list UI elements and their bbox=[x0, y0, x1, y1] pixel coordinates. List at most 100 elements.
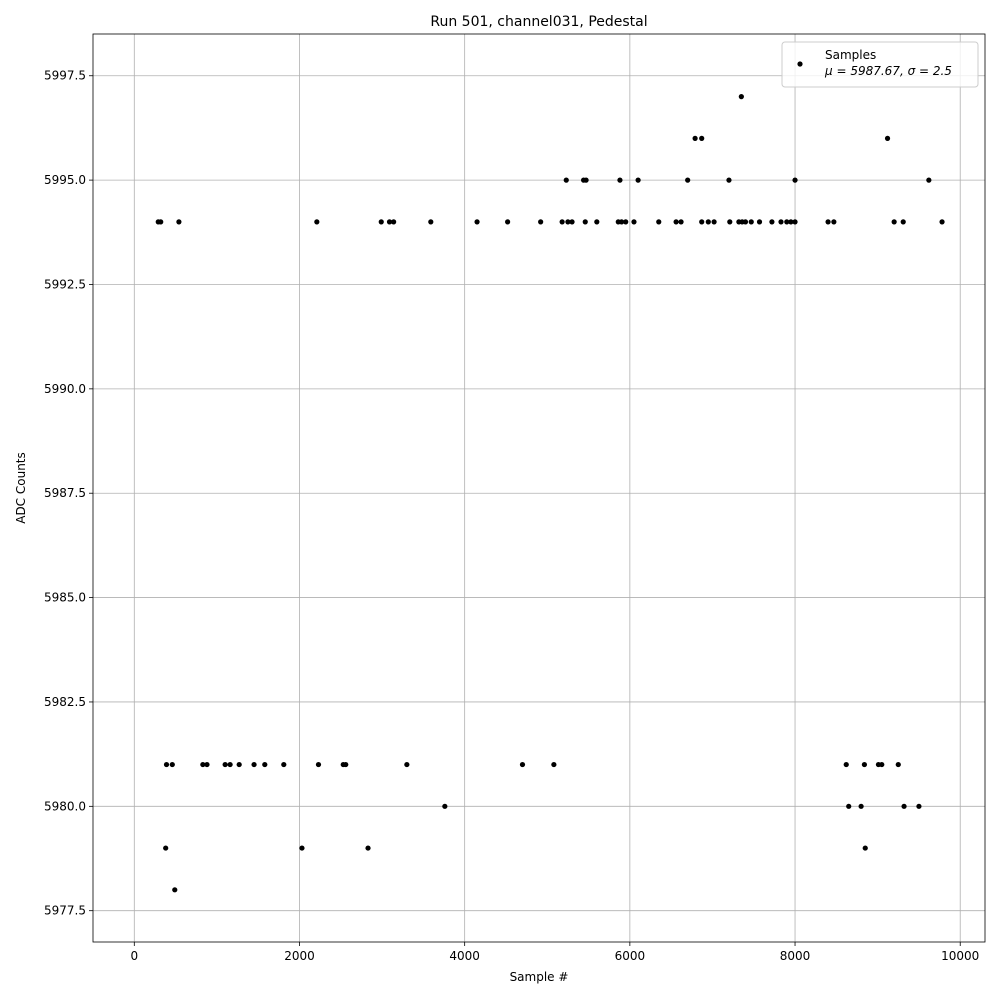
data-point bbox=[158, 219, 164, 225]
data-point bbox=[299, 845, 305, 851]
data-point bbox=[262, 761, 268, 768]
data-point bbox=[251, 761, 257, 768]
y-axis-label: ADC Counts bbox=[14, 452, 28, 524]
data-point bbox=[858, 803, 864, 809]
data-point bbox=[939, 219, 945, 225]
data-point bbox=[551, 761, 557, 768]
legend-box bbox=[781, 41, 979, 88]
data-point bbox=[365, 845, 371, 851]
data-point bbox=[788, 219, 794, 225]
x-tick-label: 2000 bbox=[284, 949, 315, 963]
data-point bbox=[594, 219, 600, 225]
data-point bbox=[378, 219, 384, 225]
y-tick-label: 5982.5 bbox=[44, 695, 86, 709]
data-point bbox=[623, 219, 629, 225]
data-point bbox=[569, 219, 575, 225]
data-point bbox=[281, 761, 287, 768]
x-tick-label: 10000 bbox=[941, 949, 979, 963]
data-point bbox=[583, 177, 589, 183]
data-point bbox=[474, 219, 480, 225]
data-point bbox=[315, 761, 322, 768]
x-tick-label: 6000 bbox=[615, 949, 646, 963]
data-point bbox=[831, 219, 837, 225]
data-point bbox=[769, 219, 775, 225]
data-point bbox=[505, 219, 511, 225]
y-tick-label: 5977.5 bbox=[44, 904, 86, 918]
y-tick-label: 5987.5 bbox=[44, 486, 86, 500]
legend-entry-stats: μ = 5987.67, σ = 2.5 bbox=[824, 64, 952, 78]
y-tick-label: 5997.5 bbox=[44, 69, 86, 83]
data-point bbox=[843, 761, 849, 768]
y-tick-label: 5980.0 bbox=[44, 799, 86, 813]
data-point bbox=[846, 803, 852, 809]
data-point bbox=[862, 845, 868, 851]
data-point bbox=[685, 177, 691, 183]
data-point bbox=[742, 219, 749, 225]
data-point bbox=[227, 761, 233, 768]
data-point bbox=[200, 761, 206, 768]
data-point bbox=[792, 219, 798, 225]
data-point bbox=[631, 219, 637, 225]
y-tick-label: 5985.0 bbox=[44, 591, 86, 605]
data-point bbox=[236, 761, 242, 768]
data-point bbox=[618, 219, 625, 225]
data-point bbox=[314, 219, 320, 225]
data-point bbox=[442, 803, 448, 809]
data-point bbox=[711, 219, 717, 225]
data-point bbox=[738, 94, 744, 100]
x-tick-label: 4000 bbox=[449, 949, 480, 963]
data-points bbox=[155, 94, 945, 893]
data-point bbox=[699, 219, 705, 225]
data-point bbox=[222, 761, 228, 768]
data-point bbox=[901, 803, 907, 809]
data-point bbox=[163, 761, 170, 768]
data-point bbox=[756, 219, 763, 225]
data-point bbox=[895, 761, 901, 768]
x-axis-ticks: 0 2000 4000 6000 8000 10000 bbox=[130, 942, 979, 963]
data-point bbox=[538, 219, 544, 225]
data-point bbox=[204, 761, 210, 768]
legend-marker bbox=[797, 61, 803, 67]
legend: Samples μ = 5987.67, σ = 2.5 bbox=[781, 41, 979, 88]
chart-title: Run 501, channel031, Pedestal bbox=[430, 14, 647, 30]
data-point bbox=[673, 219, 679, 225]
data-point bbox=[565, 219, 571, 225]
data-point bbox=[176, 219, 182, 225]
data-point bbox=[926, 177, 932, 183]
data-point bbox=[563, 177, 569, 183]
data-point bbox=[748, 219, 754, 225]
data-point bbox=[582, 219, 588, 225]
data-point bbox=[792, 177, 798, 183]
data-point bbox=[678, 219, 684, 225]
data-point bbox=[169, 761, 175, 768]
data-point bbox=[884, 135, 891, 141]
data-point bbox=[784, 219, 790, 225]
data-point bbox=[726, 177, 732, 183]
data-point bbox=[386, 219, 393, 225]
data-point bbox=[699, 135, 705, 141]
data-point bbox=[778, 219, 784, 225]
x-tick-label: 8000 bbox=[780, 949, 811, 963]
y-tick-label: 5995.0 bbox=[44, 173, 86, 187]
data-point bbox=[891, 219, 897, 225]
data-point bbox=[428, 219, 434, 225]
data-point bbox=[879, 761, 885, 768]
data-point bbox=[404, 761, 410, 768]
y-axis-ticks: 5977.5 5980.0 5982.5 5985.0 5987.5 5990.0 5992… bbox=[44, 69, 93, 918]
data-point bbox=[705, 219, 711, 225]
x-axis-label: Sample # bbox=[510, 970, 569, 984]
data-point bbox=[635, 177, 641, 183]
data-point bbox=[825, 219, 831, 225]
data-point bbox=[727, 219, 733, 225]
data-point bbox=[559, 219, 565, 225]
y-tick-label: 5990.0 bbox=[44, 382, 86, 396]
data-point bbox=[163, 845, 169, 851]
grid-lines bbox=[93, 34, 985, 942]
data-point bbox=[656, 219, 662, 225]
y-tick-label: 5992.5 bbox=[44, 277, 86, 291]
plot-area-frame bbox=[92, 33, 986, 943]
data-point bbox=[900, 219, 906, 225]
legend-entry-label: Samples bbox=[825, 48, 876, 62]
data-point bbox=[692, 135, 698, 141]
